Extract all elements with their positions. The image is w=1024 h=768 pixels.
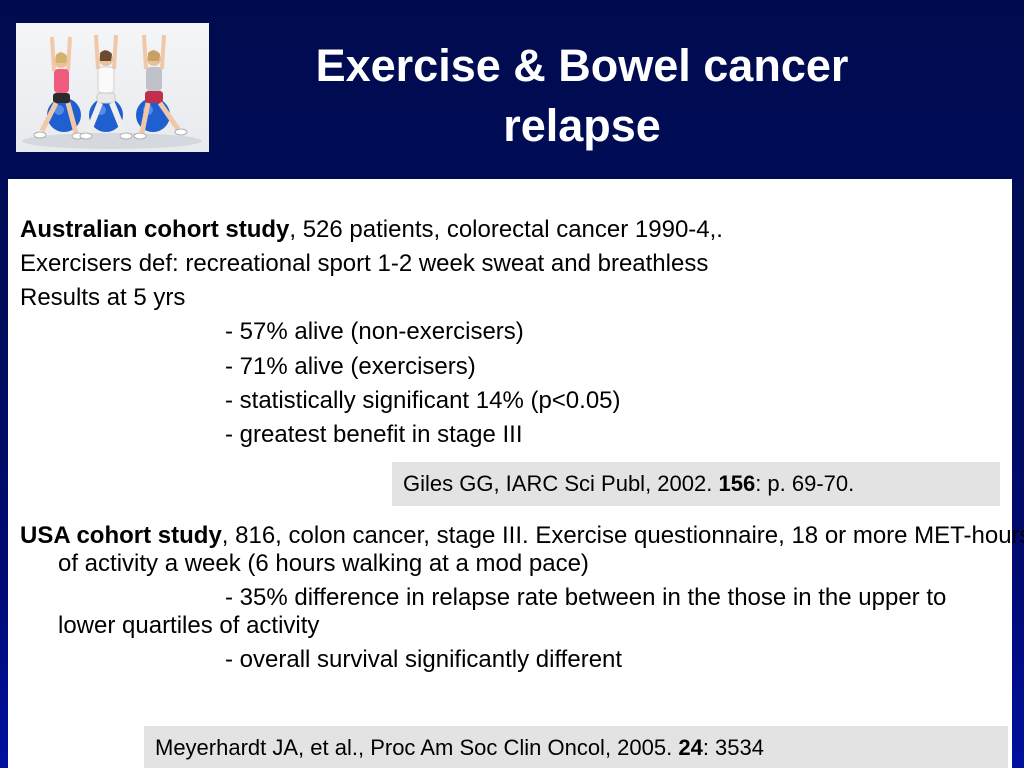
- study2-result-item: - overall survival significantly differe…: [225, 646, 623, 673]
- study1-heading-details: , 526 patients, colorectal cancer 1990-4…: [289, 216, 723, 243]
- study2-heading-details: , 816, colon cancer, stage III. Exercise…: [58, 522, 1024, 577]
- study1-result-item: - greatest benefit in stage III: [225, 421, 523, 448]
- content-panel: Australian cohort study, 526 patients, c…: [8, 179, 1024, 768]
- study1-heading: Australian cohort study: [20, 216, 290, 243]
- women-on-exercise-balls-image: [22, 34, 202, 149]
- study1-heading-line: Australian cohort study, 526 patients, c…: [20, 216, 723, 244]
- exercise-photo: [16, 23, 209, 152]
- study1-citation-pages: : p. 69-70.: [755, 471, 855, 496]
- study2-citation: Meyerhardt JA, et al., Proc Am Soc Clin …: [144, 726, 1008, 768]
- study2-citation-volume: 24: [678, 735, 703, 760]
- study2-result-item: - 35% difference in relapse rate between…: [58, 584, 947, 639]
- slide-title: Exercise & Bowel cancer relapse: [315, 40, 849, 151]
- study2-citation-pages: : 3534: [702, 735, 764, 760]
- study1-result-item: - statistically significant 14% (p<0.05): [225, 387, 621, 414]
- study1-citation-volume: 156: [718, 471, 756, 496]
- study1-exercisers-definition: Exercisers def: recreational sport 1-2 w…: [20, 250, 709, 277]
- study2-heading-line: USA cohort study, 816, colon cancer, sta…: [20, 522, 1024, 578]
- study1-result-item: - 71% alive (exercisers): [225, 353, 476, 380]
- study1-citation-text: Giles GG, IARC Sci Publ, 2002.: [403, 471, 719, 496]
- study2-heading: USA cohort study: [20, 522, 222, 549]
- study1-results-heading: Results at 5 yrs: [20, 284, 186, 311]
- study2-citation-text: Meyerhardt JA, et al., Proc Am Soc Clin …: [155, 735, 679, 760]
- study1-result-item: - 57% alive (non-exercisers): [225, 318, 524, 345]
- study1-citation: Giles GG, IARC Sci Publ, 2002. 156: p. 6…: [392, 462, 1000, 506]
